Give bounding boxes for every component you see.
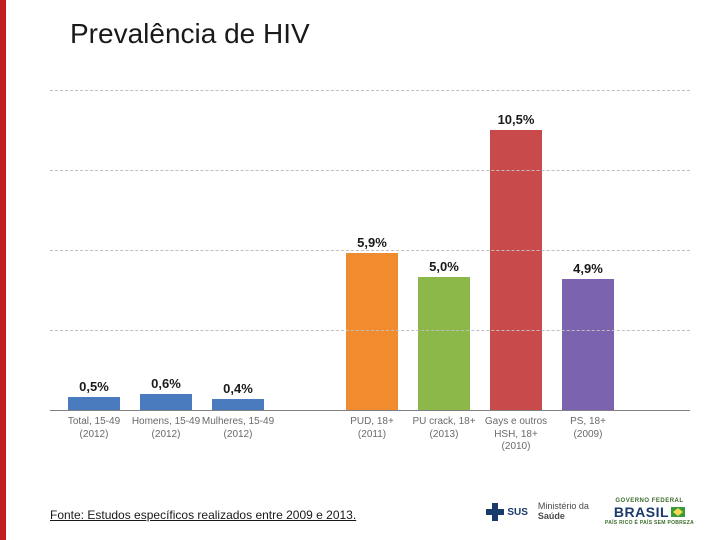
bar-value-label: 10,5% <box>490 112 542 127</box>
bar-chart: 0,5%Total, 15-49(2012)0,6%Homens, 15-49(… <box>50 90 690 450</box>
bar: 5,9% <box>346 253 398 410</box>
footer-logos: SUS Ministério da Saúde GOVERNO FEDERAL … <box>486 496 700 528</box>
bar-value-label: 5,9% <box>346 235 398 250</box>
bar-value-label: 4,9% <box>562 261 614 276</box>
accent-stripe <box>0 0 6 540</box>
page-title: Prevalência de HIV <box>70 18 310 50</box>
bar: 0,5% <box>68 397 120 410</box>
cross-icon <box>486 503 504 521</box>
bar-value-label: 0,6% <box>140 376 192 391</box>
brasil-text: BRASIL <box>614 504 669 520</box>
sus-logo: SUS <box>486 503 528 521</box>
brasil-logo: GOVERNO FEDERAL BRASIL PAÍS RICO É PAÍS … <box>599 496 700 528</box>
bar: 5,0% <box>418 277 470 410</box>
bar-value-label: 0,4% <box>212 381 264 396</box>
sus-text: SUS <box>507 507 528 518</box>
source-note: Fonte: Estudos específicos realizados en… <box>50 508 356 522</box>
ministerio-line2: Saúde <box>538 512 589 522</box>
gridline <box>50 330 690 331</box>
ministerio-logo: Ministério da Saúde <box>538 502 589 522</box>
bar-category-label: Mulheres, 15-49(2012) <box>195 416 281 441</box>
bar: 4,9% <box>562 279 614 410</box>
gridline <box>50 250 690 251</box>
bar: 0,4% <box>212 399 264 410</box>
brasil-sub: PAÍS RICO É PAÍS SEM POBREZA <box>605 520 694 526</box>
bar: 10,5% <box>490 130 542 410</box>
bar-category-label: PS, 18+(2009) <box>545 416 631 441</box>
axis-baseline <box>50 410 690 411</box>
bar: 0,6% <box>140 394 192 410</box>
gridline <box>50 170 690 171</box>
flag-icon <box>671 507 685 517</box>
gridline <box>50 90 690 91</box>
bar-value-label: 0,5% <box>68 379 120 394</box>
bar-value-label: 5,0% <box>418 259 470 274</box>
